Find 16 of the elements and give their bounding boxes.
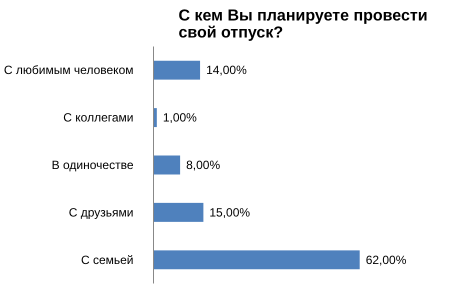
bar (154, 108, 157, 128)
y-tick-label: С друзьями (68, 205, 134, 220)
chart-title: С кем Вы планируете провести свой отпуск? (178, 8, 428, 42)
data-label: 1,00% (162, 110, 198, 125)
bar (154, 60, 200, 80)
bar (154, 250, 360, 270)
data-label: 14,00% (206, 63, 248, 78)
y-tick-label: С коллегами (63, 110, 134, 125)
bar (154, 156, 180, 174)
y-tick-label: В одиночестве (52, 158, 134, 172)
y-tick-label: С любимым человеком (4, 63, 134, 78)
data-label: 8,00% (186, 158, 220, 172)
bar (154, 202, 204, 222)
data-label: 62,00% (366, 252, 407, 267)
data-label: 15,00% (209, 205, 250, 220)
y-tick-label: С семьей (80, 252, 134, 267)
